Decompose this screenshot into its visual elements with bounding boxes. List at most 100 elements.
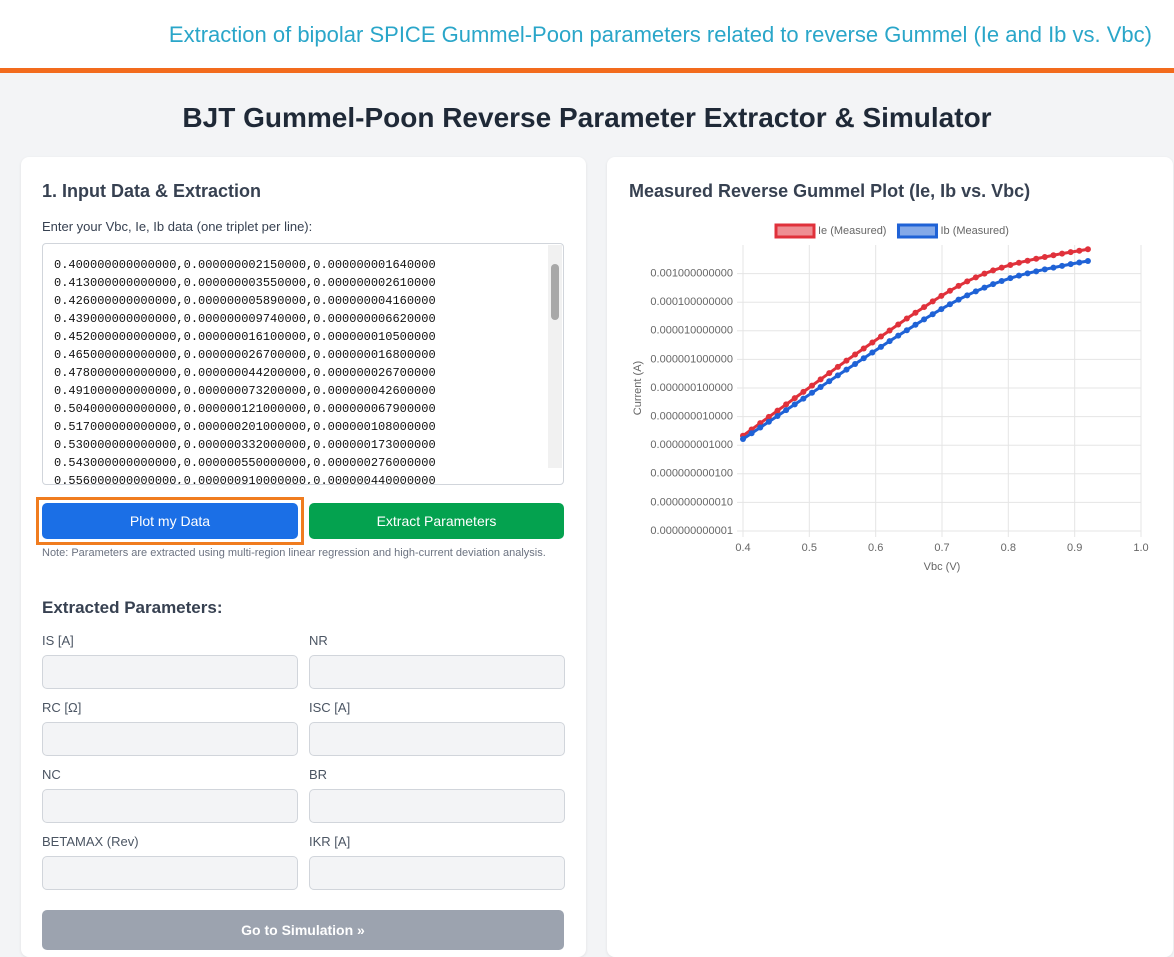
data-point xyxy=(990,267,997,274)
chart-title: Measured Reverse Gummel Plot (Ie, Ib vs.… xyxy=(629,181,1031,201)
scrollbar-thumb[interactable] xyxy=(551,264,559,320)
data-point xyxy=(852,351,859,358)
param-input[interactable] xyxy=(309,655,565,689)
header-title: Extraction of bipolar SPICE Gummel-Poon … xyxy=(168,22,1152,47)
data-point xyxy=(765,413,772,420)
data-point xyxy=(981,270,988,277)
data-point xyxy=(972,274,979,281)
chart-card xyxy=(607,157,1173,957)
data-point xyxy=(860,345,867,352)
data-point xyxy=(826,378,833,385)
data-textarea[interactable]: 0.400000000000000,0.000000002150000,0.00… xyxy=(42,243,564,485)
x-tick-label: 0.7 xyxy=(934,542,949,554)
param-input[interactable] xyxy=(42,655,298,689)
note: Note: Parameters are extracted using mul… xyxy=(42,547,546,559)
data-point xyxy=(938,306,945,313)
x-tick-label: 0.4 xyxy=(735,542,750,554)
data-point xyxy=(843,366,850,373)
param-input[interactable] xyxy=(42,789,298,823)
data-point xyxy=(921,316,928,323)
data-point xyxy=(808,389,815,396)
data-point xyxy=(1015,259,1022,266)
data-point xyxy=(869,339,876,346)
data-point xyxy=(912,321,919,328)
data-point xyxy=(903,315,910,322)
param-input[interactable] xyxy=(309,722,565,756)
param-input[interactable] xyxy=(309,789,565,823)
data-point xyxy=(972,288,979,295)
extract-button[interactable]: Extract Parameters xyxy=(309,503,564,539)
data-point xyxy=(1041,254,1048,261)
data-point xyxy=(1059,250,1066,257)
data-point xyxy=(740,436,746,443)
data-line: 0.478000000000000,0.000000044200000,0.00… xyxy=(54,366,436,380)
data-point xyxy=(1050,264,1057,271)
data-point xyxy=(1050,252,1057,259)
data-point xyxy=(964,292,971,299)
y-tick-label: 0.001000000000 xyxy=(650,268,733,280)
param-input[interactable] xyxy=(42,722,298,756)
data-point xyxy=(877,333,884,340)
x-tick-label: 0.5 xyxy=(802,542,817,554)
y-tick-label: 0.000000010000 xyxy=(650,411,733,423)
data-line: 0.413000000000000,0.000000003550000,0.00… xyxy=(54,276,436,290)
data-point xyxy=(929,311,936,318)
data-point xyxy=(1084,246,1091,253)
data-point xyxy=(886,327,893,334)
data-point xyxy=(1015,272,1022,279)
data-line: 0.465000000000000,0.000000026700000,0.00… xyxy=(54,348,436,362)
input-heading: 1. Input Data & Extraction xyxy=(42,181,262,201)
x-tick-label: 0.6 xyxy=(868,542,883,554)
data-point xyxy=(1067,261,1074,268)
param-label: NC xyxy=(42,767,61,782)
data-point xyxy=(929,298,936,305)
param-input[interactable] xyxy=(309,856,565,890)
data-point xyxy=(1076,247,1083,254)
data-point xyxy=(852,361,859,368)
param-label: BETAMAX (Rev) xyxy=(42,834,139,849)
data-point xyxy=(964,278,971,285)
data-point xyxy=(800,388,807,395)
data-point xyxy=(791,395,798,402)
param-input[interactable] xyxy=(42,856,298,890)
y-tick-label: 0.000000000010 xyxy=(650,496,733,508)
data-point xyxy=(955,296,962,303)
header: Extraction of bipolar SPICE Gummel-Poon … xyxy=(0,0,1174,73)
data-point xyxy=(990,281,997,288)
data-point xyxy=(998,264,1005,271)
x-tick-label: 1.0 xyxy=(1133,542,1148,554)
param-label: RC [Ω] xyxy=(42,700,82,715)
data-point xyxy=(895,332,902,339)
data-point xyxy=(886,338,893,345)
data-point xyxy=(955,282,962,289)
y-tick-label: 0.000001000000 xyxy=(650,353,733,365)
data-point xyxy=(1067,249,1074,256)
data-line: 0.400000000000000,0.000000002150000,0.00… xyxy=(54,258,436,272)
data-point xyxy=(808,382,815,389)
data-label: Enter your Vbc, Ie, Ib data (one triplet… xyxy=(42,219,313,234)
data-point xyxy=(800,395,807,402)
data-point xyxy=(938,292,945,299)
data-point xyxy=(834,363,841,370)
data-point xyxy=(826,370,833,377)
legend-swatch xyxy=(896,223,938,239)
series-line xyxy=(742,247,1089,437)
data-point xyxy=(1041,266,1048,273)
x-tick-label: 0.9 xyxy=(1067,542,1082,554)
data-point xyxy=(1033,268,1040,275)
y-tick-label: 0.000000000001 xyxy=(650,525,733,537)
data-point xyxy=(912,309,919,316)
data-point xyxy=(783,407,790,414)
data-point xyxy=(791,401,798,408)
data-point xyxy=(903,327,910,334)
data-point xyxy=(1059,262,1066,269)
data-point xyxy=(1076,259,1083,266)
data-line: 0.556000000000000,0.000000910000000,0.00… xyxy=(54,474,436,485)
data-point xyxy=(765,418,772,425)
plot-button[interactable]: Plot my Data xyxy=(42,503,298,539)
data-line: 0.504000000000000,0.000000121000000,0.00… xyxy=(54,402,436,416)
y-axis-label: Current (A) xyxy=(632,361,644,415)
